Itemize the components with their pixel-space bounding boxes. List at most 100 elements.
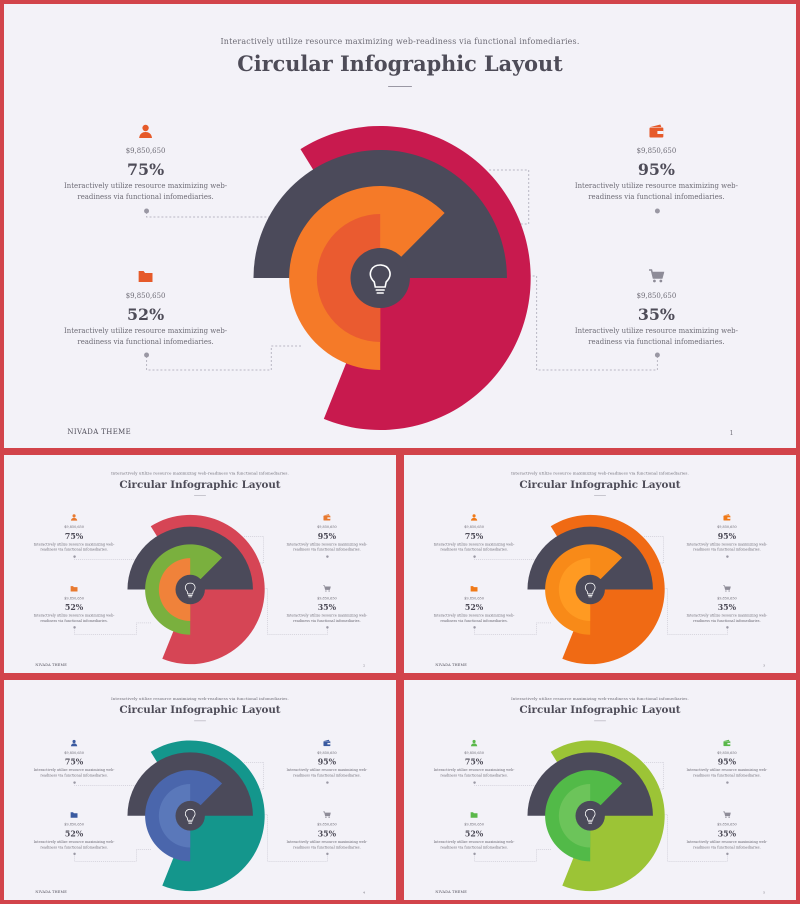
circular-chart xyxy=(127,514,265,665)
info-percent: 75% xyxy=(127,160,165,179)
info-percent: 75% xyxy=(64,531,84,541)
info-amount: $9,850,650 xyxy=(64,750,84,755)
info-block-top-right: $9,850,650 95% Interactively utilize res… xyxy=(685,739,768,778)
theme-footer: NIVADA THEME xyxy=(35,663,67,668)
info-description: Interactively utilize resource maximizin… xyxy=(686,542,768,552)
info-percent: 95% xyxy=(317,757,337,767)
slide-content: Interactively utilize resource maximizin… xyxy=(4,455,396,673)
cart-icon xyxy=(323,585,331,592)
center-circle xyxy=(175,574,205,605)
info-block-bottom-right: $9,850,650 35% Interactively utilize res… xyxy=(572,269,740,348)
theme-footer: NIVADA THEME xyxy=(35,890,67,895)
info-block-bottom-right: $9,850,650 35% Interactively utilize res… xyxy=(685,585,768,624)
info-description: Interactively utilize resource maximizin… xyxy=(433,768,515,778)
lightbulb-icon xyxy=(184,808,196,824)
info-description: Interactively utilize resource maximizin… xyxy=(33,840,115,850)
wallet-icon xyxy=(323,514,331,521)
circular-chart xyxy=(127,740,265,892)
connector-lines xyxy=(473,762,729,862)
info-description: Interactively utilize resource maximizin… xyxy=(686,840,768,850)
wallet-icon xyxy=(723,739,731,747)
circular-chart xyxy=(253,126,531,431)
info-amount: $9,850,650 xyxy=(125,292,166,300)
circular-chart xyxy=(527,740,665,892)
theme-footer: NIVADA THEME xyxy=(435,663,467,668)
slide-title: Circular Infographic Layout xyxy=(519,478,681,491)
page-number: 4 xyxy=(363,891,366,895)
info-percent: 75% xyxy=(64,757,84,767)
info-percent: 35% xyxy=(317,602,337,613)
info-amount: $9,850,650 xyxy=(717,750,737,755)
connector-lines xyxy=(473,536,729,635)
info-description: Interactively utilize resource maximizin… xyxy=(433,613,515,623)
slide-subtitle: Interactively utilize resource maximizin… xyxy=(111,696,289,701)
info-block-bottom-left: $9,850,650 52% Interactively utilize res… xyxy=(61,269,229,348)
info-description: Interactively utilize resource maximizin… xyxy=(64,327,228,346)
info-amount: $9,850,650 xyxy=(317,750,337,755)
info-block-top-left: $9,850,650 75% Interactively utilize res… xyxy=(32,514,115,553)
wallet-icon xyxy=(649,124,664,138)
info-percent: 95% xyxy=(717,531,737,541)
info-block-top-right: $9,850,650 95% Interactively utilize res… xyxy=(685,514,768,553)
info-percent: 75% xyxy=(464,757,484,767)
page-number: 5 xyxy=(763,891,766,895)
connector-lines xyxy=(144,169,660,371)
info-percent: 75% xyxy=(464,531,484,541)
info-amount: $9,850,650 xyxy=(317,822,337,827)
cart-icon xyxy=(323,811,331,818)
center-circle xyxy=(350,248,410,308)
slide-content: Interactively utilize resource maximizin… xyxy=(404,680,796,900)
user-icon xyxy=(139,124,153,138)
info-description: Interactively utilize resource maximizin… xyxy=(574,182,738,201)
info-block-bottom-left: $9,850,650 52% Interactively utilize res… xyxy=(32,811,115,850)
info-percent: 52% xyxy=(64,602,84,613)
info-block-top-right: $9,850,650 95% Interactively utilize res… xyxy=(285,739,368,778)
info-block-bottom-right: $9,850,650 35% Interactively utilize res… xyxy=(285,811,368,850)
info-percent: 35% xyxy=(717,602,737,613)
center-circle xyxy=(575,574,605,605)
info-block-bottom-right: $9,850,650 35% Interactively utilize res… xyxy=(685,811,768,850)
info-amount: $9,850,650 xyxy=(317,596,337,601)
info-block-bottom-left: $9,850,650 52% Interactively utilize res… xyxy=(432,811,515,850)
slide-3: Interactively utilize resource maximizin… xyxy=(404,455,796,673)
page-number: 1 xyxy=(729,430,734,437)
info-block-top-left: $9,850,650 75% Interactively utilize res… xyxy=(432,739,515,778)
info-percent: 52% xyxy=(64,829,84,839)
theme-footer: NIVADA THEME xyxy=(435,890,467,895)
slide-content: Interactively utilize resource maximizin… xyxy=(4,4,796,448)
slide-subtitle: Interactively utilize resource maximizin… xyxy=(220,37,580,46)
slide-subtitle: Interactively utilize resource maximizin… xyxy=(511,696,689,701)
connector-lines xyxy=(73,762,329,862)
folder-icon xyxy=(470,812,478,818)
info-description: Interactively utilize resource maximizin… xyxy=(286,542,368,552)
info-description: Interactively utilize resource maximizin… xyxy=(433,542,515,552)
cart-icon xyxy=(723,585,731,592)
info-description: Interactively utilize resource maximizin… xyxy=(574,327,738,346)
center-circle xyxy=(575,800,605,831)
info-amount: $9,850,650 xyxy=(717,822,737,827)
info-block-bottom-left: $9,850,650 52% Interactively utilize res… xyxy=(32,585,115,624)
circular-chart xyxy=(527,514,665,665)
info-block-top-left: $9,850,650 75% Interactively utilize res… xyxy=(61,124,229,203)
info-description: Interactively utilize resource maximizin… xyxy=(33,768,115,778)
wallet-icon xyxy=(723,514,731,521)
lightbulb-icon xyxy=(584,582,596,598)
user-icon xyxy=(70,739,78,747)
info-percent: 95% xyxy=(317,531,337,541)
folder-icon xyxy=(470,586,478,592)
connector-lines xyxy=(73,536,329,635)
title-divider xyxy=(388,86,412,87)
folder-icon xyxy=(70,586,78,592)
info-description: Interactively utilize resource maximizin… xyxy=(686,613,768,623)
inner-ring-segment xyxy=(316,214,381,342)
info-description: Interactively utilize resource maximizin… xyxy=(286,840,368,850)
inner-ring-segment xyxy=(158,558,191,621)
info-percent: 52% xyxy=(464,602,484,613)
info-percent: 35% xyxy=(717,829,737,839)
info-percent: 35% xyxy=(317,829,337,839)
info-description: Interactively utilize resource maximizin… xyxy=(286,768,368,778)
page-number: 3 xyxy=(763,664,766,668)
info-amount: $9,850,650 xyxy=(464,596,484,601)
info-amount: $9,850,650 xyxy=(464,750,484,755)
center-circle xyxy=(175,800,205,831)
